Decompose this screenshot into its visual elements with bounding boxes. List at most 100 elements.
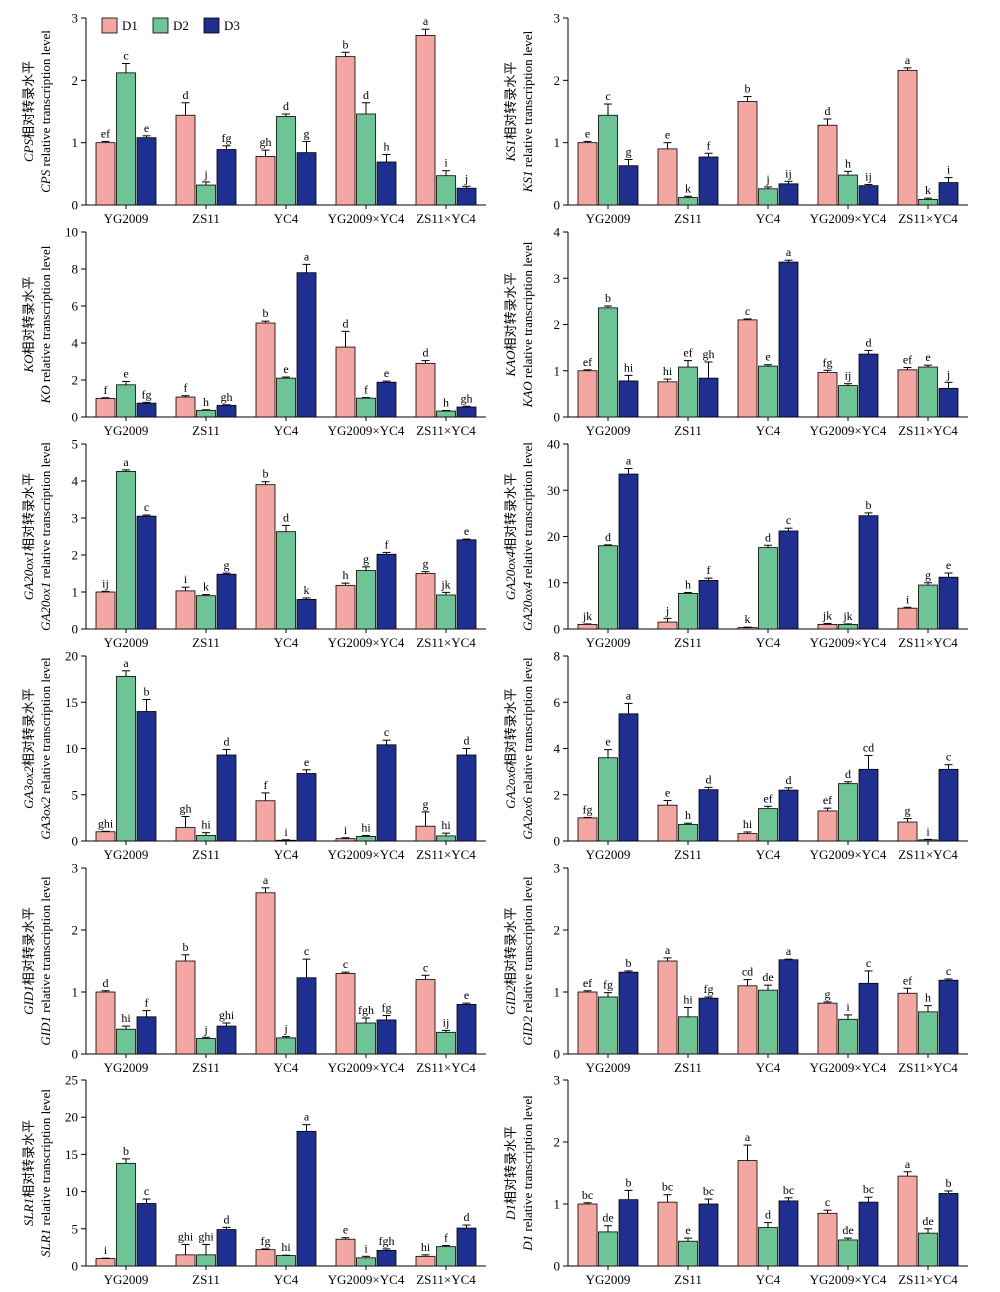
significance-letter: k: [745, 612, 751, 626]
significance-letter: e: [665, 128, 670, 142]
y-axis-label-cn-text: 相对转录水平: [503, 62, 518, 140]
significance-letter: b: [946, 1176, 952, 1190]
x-tick-label: ZS11×YC4: [416, 211, 476, 226]
significance-letter: i: [846, 1000, 850, 1014]
bar: [918, 839, 938, 842]
significance-letter: f: [104, 383, 108, 397]
bar: [858, 982, 879, 1055]
significance-letter: i: [184, 572, 188, 586]
bar: [598, 545, 618, 630]
y-axis-label-gene: GA2ox6: [503, 766, 518, 809]
y-tick-label: 10: [65, 225, 78, 240]
y-axis-label-en: GA2ox6 relative transcription level: [520, 657, 535, 840]
y-tick-label: 4: [554, 741, 561, 756]
bar: [778, 789, 799, 842]
y-tick-label: 4: [554, 225, 561, 240]
significance-letter: hi: [201, 818, 211, 832]
significance-letter: b: [343, 37, 349, 51]
bar: [95, 142, 116, 206]
x-tick-label: YG2009×YC4: [328, 211, 405, 226]
significance-letter: f: [385, 537, 389, 551]
x-tick-label: ZS11: [674, 1272, 702, 1287]
bar: [678, 1016, 698, 1055]
significance-letter: de: [602, 1211, 613, 1225]
y-tick-label: 5: [72, 787, 79, 802]
x-tick-label: YG2009×YC4: [328, 1060, 405, 1075]
x-tick-label: YG2009×YC4: [328, 423, 405, 438]
significance-letter: g: [363, 552, 369, 566]
significance-letter: a: [905, 1157, 911, 1171]
significance-letter: g: [626, 144, 632, 158]
bar: [376, 553, 397, 630]
bar: [216, 404, 237, 418]
bar: [678, 197, 698, 206]
significance-letter: d: [825, 104, 831, 118]
x-tick-label: YG2009: [104, 847, 149, 862]
y-tick-label: 2: [554, 923, 561, 938]
significance-letter: f: [364, 383, 368, 397]
y-axis-label-gene: D1: [503, 1204, 518, 1221]
y-axis-label-gene: GA20ox1: [38, 582, 53, 631]
x-tick-label: YC4: [274, 635, 299, 650]
y-axis-label-en-text: relative transcription level: [38, 876, 53, 1016]
bar: [95, 398, 116, 418]
bar: [918, 584, 938, 630]
y-axis-label-cn-text: 相对转录水平: [503, 907, 518, 985]
significance-letter: i: [947, 163, 951, 177]
significance-letter: c: [946, 964, 951, 978]
bar: [276, 1037, 296, 1055]
x-tick-label: YC4: [756, 1060, 781, 1075]
x-tick-label: YG2009×YC4: [810, 423, 887, 438]
y-tick-label: 8: [72, 262, 79, 277]
significance-letter: e: [665, 786, 670, 800]
y-axis-label-gene: GID1: [38, 1016, 53, 1046]
bar: [678, 592, 698, 630]
y-axis-label-gene: GA20ox4: [503, 550, 518, 600]
y-axis-label-cn: KS1相对转录水平: [503, 62, 518, 163]
x-tick-label: ZS11: [192, 847, 220, 862]
legend-label: D3: [224, 18, 240, 33]
bar: [758, 989, 778, 1055]
bar: [778, 183, 799, 206]
significance-letter: d: [464, 1210, 470, 1224]
significance-letter: e: [925, 350, 930, 364]
bar: [456, 1227, 477, 1267]
significance-letter: bc: [783, 1183, 794, 1197]
significance-letter: d: [283, 510, 289, 524]
bar: [598, 757, 618, 842]
significance-letter: h: [685, 808, 691, 822]
bar: [276, 116, 296, 206]
bar: [255, 322, 276, 418]
bar: [897, 992, 918, 1055]
significance-letter: d: [183, 88, 189, 102]
significance-letter: c: [144, 500, 149, 514]
significance-letter: a: [304, 1110, 310, 1124]
bar: [296, 599, 317, 630]
significance-letter: b: [626, 1175, 632, 1189]
y-axis-label-gene: GA20ox4: [520, 581, 535, 631]
bar: [858, 353, 879, 418]
significance-letter: hi: [743, 817, 753, 831]
bar: [938, 979, 959, 1055]
significance-letter: gh: [461, 391, 473, 405]
bar: [415, 1255, 436, 1267]
significance-letter: ghi: [219, 1008, 235, 1022]
y-axis-label-gene: KO: [21, 354, 36, 374]
bar: [255, 800, 276, 842]
y-axis-label-cn-text: 相对转录水平: [503, 1126, 518, 1204]
bar: [136, 515, 157, 630]
y-tick-label: 0: [554, 198, 561, 213]
significance-letter: g: [304, 126, 310, 140]
bar: [817, 1002, 838, 1055]
bar: [116, 72, 136, 206]
significance-letter: h: [685, 577, 691, 591]
y-axis-label-cn-text: 相对转录水平: [21, 688, 36, 766]
bar: [838, 1239, 858, 1267]
y-axis-label-cn: SLR1相对转录水平: [21, 1120, 36, 1226]
y-tick-label: 15: [65, 695, 78, 710]
significance-letter: e: [464, 988, 469, 1002]
y-tick-label: 5: [72, 437, 79, 452]
bar: [356, 835, 376, 842]
bar: [918, 198, 938, 206]
